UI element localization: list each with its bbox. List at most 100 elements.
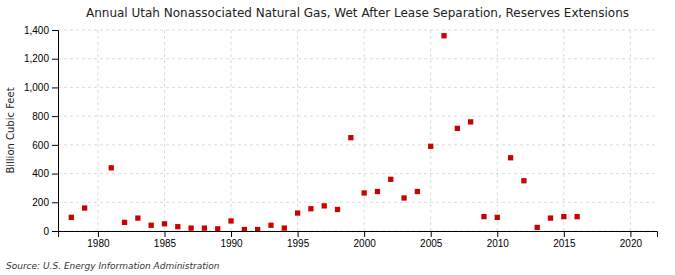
point [535,225,540,230]
grid-line-x [231,30,232,231]
x-axis: 1980 1985 1990 1995 2000 2005 2010 2015 2020 [59,231,658,249]
point [135,215,140,220]
point [295,210,300,215]
y-axis-tick-mark [52,30,58,31]
x-axis-tick: 2020 [620,231,643,249]
grid-line-y [58,58,657,59]
y-axis-tick-mark [52,174,58,175]
point [228,218,233,223]
x-axis-tick-mark [298,231,299,237]
x-axis-tick-label: 1990 [220,238,243,249]
grid-line-x [164,30,165,231]
y-axis-tick-mark [52,202,58,203]
points [69,33,580,231]
title: Annual Utah Nonassociated Natural Gas, W… [86,6,629,20]
grid-line-x [497,30,498,231]
point [375,189,380,194]
grid-line-y [58,30,657,31]
grid-line-x [364,30,365,231]
x-axis-line [59,232,658,238]
point [388,177,393,182]
x-axis-tick-label: 1995 [287,238,310,249]
x-axis-tick: 1985 [154,231,177,249]
point [242,227,247,231]
point [335,207,340,212]
y-axis-tick-mark [52,145,58,146]
y-axis-tick-label: 1,000 [24,82,49,93]
y-axis-tick-label: 1,400 [24,25,49,36]
y-axis: 0 200 400 600 800 1,000 1,200 1,400 [24,25,59,237]
x-axis-tick-mark [164,231,165,237]
x-axis-tick-label: 2000 [354,238,377,249]
grid-line-x [630,30,631,231]
grid-line-x [97,30,98,231]
point [548,215,553,220]
x-axis-tick-mark [98,231,99,237]
point [362,190,367,195]
point [441,33,446,38]
point [322,203,327,208]
grid [58,30,657,231]
x-axis-tick: 2000 [354,231,377,249]
grid-line-x [430,30,431,231]
y-axis-tick: 1,000 [24,82,58,93]
x-axis-tick-label: 1980 [87,238,110,249]
y-axis-tick-mark [52,87,58,88]
point [255,227,260,231]
point [468,119,473,124]
x-axis-tick-label: 2020 [620,238,643,249]
x-axis-tick: 1980 [87,231,110,249]
point [401,195,406,200]
x-axis-tick-label: 2015 [553,238,576,249]
grid-line-x [563,30,564,231]
point [308,206,313,211]
y-axis-tick: 800 [32,111,58,122]
point [268,223,273,228]
source: Source: U.S. Energy Information Administ… [6,261,220,271]
point [215,226,220,231]
y-axis-tick-mark [52,231,58,232]
y-axis-tick: 200 [32,197,58,208]
y-axis-tick: 1,400 [24,25,58,36]
point [428,144,433,149]
grid-line-y [58,202,657,203]
x-axis-tick-mark [231,231,232,237]
point [561,214,566,219]
x-axis-tick: 1995 [287,231,310,249]
y-axis-tick-mark [52,116,58,117]
grid-line-y [58,173,657,174]
y-axis-tick: 1,200 [24,53,58,64]
point [348,135,353,140]
x-axis-tick-label: 1985 [154,238,177,249]
y-axis-tick-label: 1,200 [24,53,49,64]
y-axis-title: Billion Cubic Feet [5,87,16,173]
point [282,225,287,230]
point [415,189,420,194]
x-axis-tick: 2010 [487,231,510,249]
chart: 1980 1985 1990 1995 2000 2005 2010 2015 2020 0 200… [0,0,675,275]
point [202,225,207,230]
point [69,215,74,220]
point [481,214,486,219]
x-axis-tick-label: 2010 [487,238,510,249]
point [495,215,500,220]
y-axis-tick-label: 200 [32,197,49,208]
x-axis-tick-mark [564,231,565,237]
plot: 1980 1985 1990 1995 2000 2005 2010 2015 2020 0 200… [24,25,658,249]
point [188,225,193,230]
point [521,178,526,183]
x-axis-tick: 1990 [220,231,243,249]
y-axis-line [52,31,59,232]
point [455,126,460,131]
y-axis-tick-label: 400 [32,168,49,179]
y-axis-tick: 600 [32,140,58,151]
y-axis-tick-label: 0 [43,226,49,237]
point [175,224,180,229]
x-axis-tick: 2005 [420,231,443,249]
grid-line-y [58,144,657,145]
x-axis-tick-mark [364,231,365,237]
point [162,221,167,226]
point [109,165,114,170]
point [149,223,154,228]
x-axis-tick-mark [630,231,631,237]
